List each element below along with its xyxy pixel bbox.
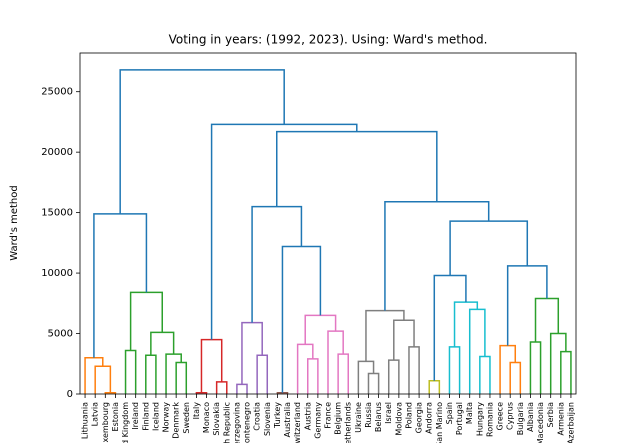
dendrogram-link	[365, 309, 405, 362]
leaf-label: Greece	[496, 402, 505, 431]
leaf-label: Slovenia	[263, 402, 272, 436]
leaf-label: Montenegro	[243, 402, 252, 443]
leaf-label: Romania	[485, 402, 494, 437]
dendrogram-link	[165, 353, 182, 394]
dendrogram-link	[506, 265, 548, 346]
leaf-label: Austria	[303, 402, 312, 430]
y-tick-label: 25000	[41, 87, 73, 98]
leaf-label: Lithuania	[81, 402, 90, 439]
dendrogram-link	[215, 381, 228, 394]
leaf-label: Andorra	[425, 402, 434, 434]
leaf-label: Azerbaijan	[566, 402, 575, 443]
leaf-label: Denmark	[172, 402, 181, 439]
y-tick-label: 15000	[41, 208, 73, 219]
dendrogram-link	[428, 379, 441, 394]
leaf-label: Portugal	[455, 402, 464, 435]
leaf-label: Cyprus	[506, 402, 515, 430]
leaf-label: United Kingdom	[121, 402, 130, 443]
leaf-label: Russia	[364, 402, 373, 428]
dendrogram-link	[337, 353, 349, 394]
y-tick-label: 20000	[41, 147, 73, 158]
dendrogram-link	[304, 314, 337, 345]
y-tick-label: 5000	[48, 329, 73, 340]
dendrogram-link	[468, 308, 486, 394]
leaf-label: Bulgaria	[516, 402, 525, 435]
leaf-label: Belarus	[374, 402, 383, 432]
dendrogram-link	[276, 392, 289, 394]
y-tick-label: 10000	[41, 268, 73, 279]
leaf-label: Iceland	[151, 402, 160, 431]
leaf-label: Luxembourg	[101, 402, 110, 443]
dendrogram-link	[307, 358, 319, 394]
leaf-label: Hungary	[475, 402, 484, 436]
dendrogram-link	[195, 392, 208, 394]
leaf-label: Armenia	[556, 402, 565, 436]
dendrogram-link	[534, 297, 560, 343]
leaf-label: Czech Republic	[222, 402, 231, 443]
leaf-label: Germany	[313, 402, 322, 439]
chart-title: Voting in years: (1992, 2023). Using: Wa…	[169, 33, 488, 47]
leaf-label: Bosnia and Herzegovina	[232, 402, 241, 443]
leaf-label: San Marino	[435, 402, 444, 443]
leaf-label: Macedonia	[536, 402, 545, 443]
leaf-label: Serbia	[546, 402, 555, 428]
leaf-label: Switzerland	[293, 402, 302, 443]
dendrogram-link	[150, 331, 175, 356]
leaf-label: Ireland	[131, 402, 140, 430]
dendrogram-link	[529, 341, 542, 394]
dendrogram-link	[210, 123, 358, 340]
leaf-label: Moldova	[394, 402, 403, 436]
plot-frame	[79, 52, 577, 395]
leaf-label: Italy	[192, 402, 201, 420]
leaf-label: Norway	[162, 402, 171, 433]
leaf-label: Turkey	[273, 402, 282, 429]
leaf-label: Latvia	[91, 402, 100, 426]
leaf-label: Estonia	[111, 402, 120, 432]
leaf-label: Israel	[384, 402, 393, 424]
leaf-label: Malta	[465, 402, 474, 424]
dendrogram-link	[145, 354, 157, 394]
leaf-label: Slovakia	[212, 402, 221, 436]
y-axis-label: Ward's method	[9, 185, 20, 260]
leaf-label: Albania	[526, 402, 535, 432]
leaf-label: Poland	[404, 402, 413, 429]
dendrogram-link	[327, 330, 344, 394]
leaf-label: Ukraine	[354, 402, 363, 433]
y-tick-label: 0	[67, 389, 73, 400]
dendrogram-link	[94, 365, 112, 394]
leaf-label: Australia	[283, 402, 292, 437]
leaf-label: Croatia	[253, 402, 262, 431]
leaf-label: Spain	[445, 402, 454, 424]
leaf-label: Netherlands	[344, 402, 353, 443]
leaf-label: Georgia	[415, 402, 424, 433]
dendrogram-link	[449, 220, 529, 276]
dendrogram-link	[119, 69, 285, 214]
dendrogram-link	[129, 291, 163, 351]
leaf-label: Belgium	[334, 402, 343, 435]
leaf-label: Monaco	[202, 402, 211, 433]
leaf-label: France	[324, 402, 333, 429]
dendrogram-link	[387, 359, 400, 394]
dendrogram-link	[251, 205, 303, 323]
dendrogram-link	[393, 319, 415, 361]
leaf-label: Finland	[141, 402, 150, 431]
dendrogram-link	[104, 392, 117, 394]
dendrogram-link	[256, 354, 269, 394]
leaf-label: Sweden	[182, 402, 191, 434]
